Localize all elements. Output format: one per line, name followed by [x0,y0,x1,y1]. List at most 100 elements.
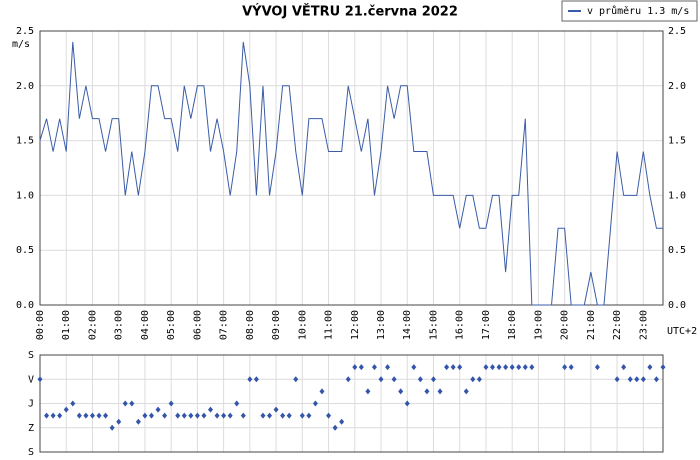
direction-point [411,364,417,371]
y-tick-label: 1.5 [668,136,686,147]
direction-point [280,412,286,419]
direction-point [155,406,161,413]
direction-point [168,400,174,407]
direction-point [594,364,600,371]
x-tick-label: 13:00 [376,310,387,340]
direction-point [489,364,495,371]
legend-label: v průměru 1.3 m/s [587,5,689,17]
x-tick-label: 12:00 [350,310,361,340]
direction-point [378,376,384,383]
direction-point [417,376,423,383]
direction-point [44,412,50,419]
direction-point [483,364,489,371]
direction-point [352,364,358,371]
y-tick-label: V [28,374,34,385]
direction-point [227,412,233,419]
direction-point [109,424,115,431]
x-tick-label: 16:00 [455,310,466,340]
direction-point [96,412,102,419]
direction-point [103,412,109,419]
direction-point [129,400,135,407]
direction-point [70,400,76,407]
wind-speed-line [39,41,663,306]
direction-point [221,412,227,419]
direction-point [476,376,482,383]
y-tick-label: S [28,350,34,361]
y-tick-label: 0.5 [16,245,34,256]
x-tick-label: 08:00 [245,310,256,340]
x-tick-label: 00:00 [35,310,46,340]
x-tick-label: 05:00 [166,310,177,340]
direction-point [57,412,63,419]
direction-point [306,412,312,419]
x-tick-label: 11:00 [324,310,335,340]
direction-point [470,376,476,383]
direction-point [135,418,141,425]
x-tick-label: 09:00 [271,310,282,340]
x-tick-label: 19:00 [533,310,544,340]
direction-point [253,376,259,383]
direction-point [293,376,299,383]
direction-point [385,364,391,371]
direction-point [234,400,240,407]
timezone-note: UTC+2 [667,326,697,337]
y-tick-label: 0.0 [16,300,34,311]
direction-point [214,412,220,419]
x-tick-label: 23:00 [638,310,649,340]
x-tick-label: 02:00 [87,310,98,340]
y-tick-label: 2.5 [668,26,686,37]
direction-point [240,412,246,419]
direction-point [76,412,82,419]
direction-point [247,376,253,383]
direction-point [398,388,404,395]
plot-frame [39,30,664,306]
direction-point [299,412,305,419]
direction-point [63,406,69,413]
direction-point [188,412,194,419]
y-tick-label: 2.5 [16,26,34,37]
direction-point [640,376,646,383]
direction-point [627,376,633,383]
direction-point [503,364,509,371]
direction-point [391,376,397,383]
y-tick-label: 0.5 [668,245,686,256]
direction-point [286,412,292,419]
direction-point [50,412,56,419]
x-tick-label: 22:00 [612,310,623,340]
direction-point [332,424,338,431]
y-tick-label: J [28,399,34,410]
direction-point [614,376,620,383]
direction-point [208,406,214,413]
direction-point [267,412,273,419]
x-tick-label: 14:00 [402,310,413,340]
direction-point [358,364,364,371]
plot-frame [39,354,664,453]
y-tick-label: 0.0 [668,300,686,311]
direction-point [175,412,181,419]
direction-point [634,376,640,383]
direction-point [194,412,200,419]
direction-point [529,364,535,371]
direction-point [326,412,332,419]
direction-point [162,412,168,419]
direction-point [509,364,515,371]
x-tick-label: 10:00 [297,310,308,340]
direction-point [312,400,318,407]
direction-point [424,388,430,395]
direction-point [568,364,574,371]
direction-point [457,364,463,371]
direction-point [37,376,43,383]
direction-point [260,412,266,419]
x-tick-label: 07:00 [219,310,230,340]
direction-point [522,364,528,371]
direction-point [89,412,95,419]
direction-point [339,418,345,425]
x-tick-label: 21:00 [586,310,597,340]
direction-point [660,364,666,371]
direction-point [142,412,148,419]
direction-point [437,388,443,395]
chart-title: VÝVOJ VĚTRU 21.června 2022 [242,4,458,20]
direction-point [181,412,187,419]
x-tick-label: 20:00 [560,310,571,340]
